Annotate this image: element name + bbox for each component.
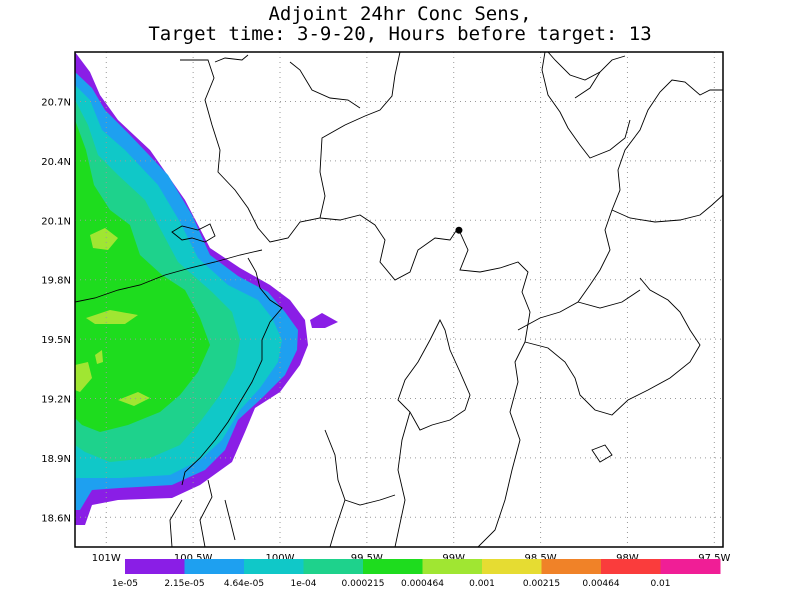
legend-swatch <box>660 559 721 574</box>
legend-label: 0.000215 <box>342 579 385 589</box>
contour-level-6-patch-a <box>90 228 118 250</box>
legend-swatch <box>541 559 602 574</box>
state-boundaries <box>75 52 723 547</box>
contour-level-6-patch-d <box>75 362 92 392</box>
lon-tick-label: 99W <box>442 553 465 564</box>
legend-label: 0.00464 <box>582 579 619 589</box>
lon-tick-label: 100.5W <box>174 553 213 564</box>
legend-label: 0.001 <box>469 579 495 589</box>
target-location-marker <box>455 226 463 234</box>
legend-label: 1e-04 <box>291 579 317 589</box>
lon-tick-label: 99.5W <box>351 553 383 564</box>
legend-label: 1e-05 <box>112 579 138 589</box>
contour-level-6-patch-e <box>95 350 103 364</box>
lat-tick-label: 19.2N <box>41 395 71 406</box>
lat-tick-label: 18.9N <box>41 454 71 465</box>
color-legend: 1e-05 2.15e-05 4.64e-05 1e-04 0.000215 0.0004… <box>112 559 721 589</box>
legend-label: 0.000464 <box>401 579 444 589</box>
lon-tick-label: 101W <box>92 553 121 564</box>
contour-level-1-island <box>310 313 338 328</box>
legend-label: 0.00215 <box>523 579 560 589</box>
map-title-line-2: Target time: 3-9-20, Hours before target… <box>148 23 652 45</box>
longitude-labels: 101W 100.5W 100W 99.5W 99W 98.5W 98W 97.5W <box>92 553 731 564</box>
lon-tick-label: 97.5W <box>698 553 730 564</box>
lat-tick-label: 18.6N <box>41 513 71 524</box>
legend-swatch <box>601 559 661 574</box>
sensitivity-field <box>75 52 338 525</box>
legend-swatch <box>244 559 304 574</box>
legend-label: 2.15e-05 <box>164 579 204 589</box>
grid-lines <box>75 52 723 547</box>
lon-tick-label: 100W <box>266 553 295 564</box>
legend-label: 0.01 <box>650 579 670 589</box>
lat-tick-label: 20.7N <box>41 98 71 109</box>
latitude-labels: 20.7N 20.4N 20.1N 19.8N 19.5N 19.2N 18.9N 18.6N <box>41 98 71 525</box>
plot-frame <box>74 51 724 548</box>
legend-swatch <box>184 559 245 574</box>
legend-swatch <box>422 559 483 574</box>
lat-tick-label: 19.8N <box>41 276 71 287</box>
legend-swatch <box>125 559 185 574</box>
contour-level-6-patch-c <box>118 392 150 406</box>
lon-tick-label: 98.5W <box>525 553 557 564</box>
contour-level-5 <box>75 120 210 432</box>
map-title-line-1: Adjoint 24hr Conc Sens, <box>268 3 532 25</box>
lon-tick-label: 98W <box>616 553 639 564</box>
legend-swatch <box>303 559 364 574</box>
lat-tick-label: 20.4N <box>41 157 71 168</box>
legend-swatch <box>482 559 542 574</box>
legend-swatch <box>363 559 423 574</box>
contour-level-6-patch-b <box>86 310 138 324</box>
lat-tick-label: 20.1N <box>41 216 71 227</box>
lat-tick-label: 19.5N <box>41 335 71 346</box>
legend-label: 4.64e-05 <box>224 579 264 589</box>
